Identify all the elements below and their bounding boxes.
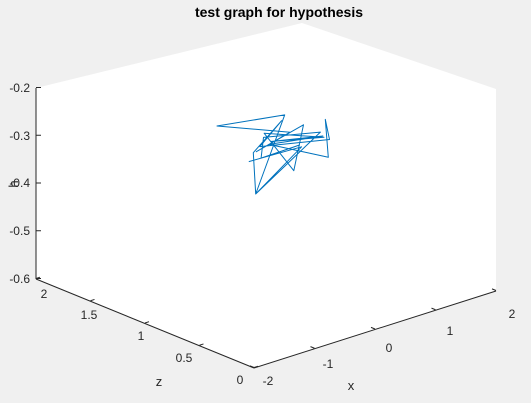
h-tick-label: -0.5 — [9, 224, 30, 238]
h-axis-label: h — [6, 180, 21, 187]
z-tick-mark — [90, 298, 95, 302]
h-tick-label: -0.2 — [9, 81, 30, 95]
z-tick-mark — [144, 321, 150, 324]
h-tick-label: -0.4 — [9, 176, 30, 190]
x-tick-mark — [491, 288, 497, 291]
series-line — [216, 114, 330, 195]
z-tick-label: 0 — [237, 373, 244, 387]
chart-title: test graph for hypothesis — [195, 4, 363, 20]
x-tick-label: -2 — [263, 374, 274, 388]
h-tick-label: -0.3 — [9, 129, 30, 143]
z-axis-line — [35, 278, 255, 369]
x-axis-label: x — [348, 378, 355, 393]
z-tick-label: 1 — [138, 329, 145, 343]
z-tick-mark — [253, 365, 259, 368]
axes-panels — [36, 23, 496, 368]
h-tick-labels: -0.2 -0.3 -0.4 -0.5 -0.6 — [9, 81, 30, 286]
x-tick-label: 0 — [386, 341, 393, 355]
x-tick-mark — [249, 365, 255, 368]
x-tick-label: 2 — [509, 307, 516, 321]
x-tick-mark — [370, 326, 376, 330]
x-axis-line — [253, 290, 497, 369]
axis-ticks — [35, 87, 497, 368]
x-tick-mark — [431, 307, 436, 311]
h-tick-label: -0.6 — [9, 272, 30, 286]
x-tick-labels: -2 -1 0 1 2 — [263, 307, 516, 388]
z-axis-label: z — [156, 374, 163, 389]
z-tick-label: 1.5 — [81, 308, 98, 322]
z-tick-mark — [199, 343, 204, 346]
x-tick-label: 1 — [447, 324, 454, 338]
z-tick-label: 2 — [41, 287, 48, 301]
z-tick-mark — [35, 276, 41, 279]
z-tick-labels: 0 0.5 1 1.5 2 — [41, 287, 244, 387]
z-tick-label: 0.5 — [176, 351, 193, 365]
x-tick-mark — [310, 346, 315, 349]
x-tick-label: -1 — [323, 357, 334, 371]
